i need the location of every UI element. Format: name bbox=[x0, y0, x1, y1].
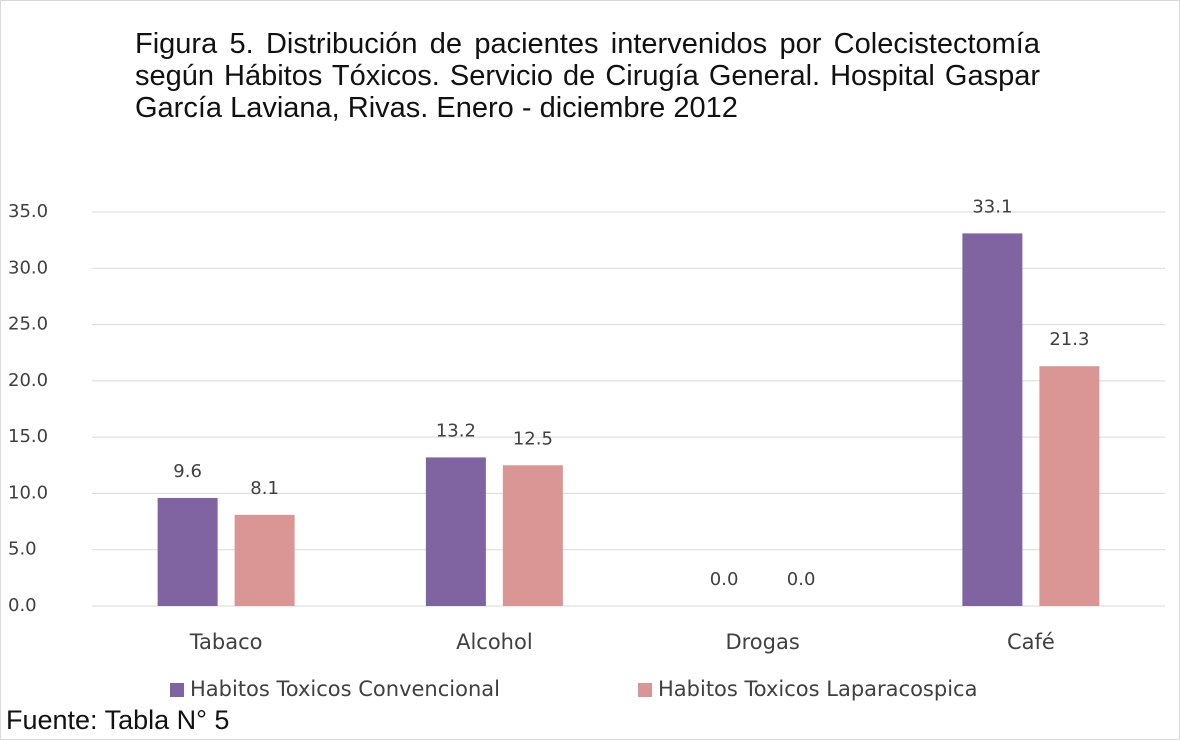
y-tick-label: 30.0 bbox=[8, 257, 48, 278]
x-tick-label: Tabaco bbox=[189, 630, 263, 654]
y-tick-label: 5.0 bbox=[8, 539, 37, 560]
value-label: 0.0 bbox=[787, 569, 816, 590]
y-tick-label: 10.0 bbox=[8, 482, 48, 503]
value-label: 9.6 bbox=[173, 461, 202, 482]
legend-label: Habitos Toxicos Laparacospica bbox=[658, 677, 977, 701]
x-tick-label: Café bbox=[1007, 630, 1055, 654]
bar bbox=[962, 233, 1023, 607]
legend-swatch bbox=[170, 683, 184, 697]
y-tick-label: 15.0 bbox=[8, 426, 48, 447]
bar bbox=[425, 457, 486, 606]
bar bbox=[157, 497, 218, 606]
bar bbox=[502, 465, 563, 606]
x-tick-label: Drogas bbox=[725, 630, 799, 654]
y-tick-label: 25.0 bbox=[8, 314, 48, 335]
value-label: 8.1 bbox=[250, 478, 279, 499]
y-tick-label: 35.0 bbox=[8, 201, 48, 222]
y-tick-label: 20.0 bbox=[8, 370, 48, 391]
value-label: 0.0 bbox=[710, 569, 739, 590]
legend-label: Habitos Toxicos Convencional bbox=[190, 677, 500, 701]
y-tick-label: 0.0 bbox=[8, 595, 37, 616]
value-label: 13.2 bbox=[436, 420, 476, 441]
bar bbox=[234, 514, 295, 606]
bar bbox=[1039, 366, 1100, 606]
chart-title: Figura 5. Distribución de pacientes inte… bbox=[135, 28, 1040, 124]
x-tick-label: Alcohol bbox=[456, 630, 533, 654]
source-note: Fuente: Tabla N° 5 bbox=[6, 705, 229, 735]
legend-swatch bbox=[638, 683, 652, 697]
value-label: 33.1 bbox=[972, 196, 1012, 217]
value-label: 21.3 bbox=[1049, 329, 1089, 350]
value-label: 12.5 bbox=[513, 428, 553, 449]
